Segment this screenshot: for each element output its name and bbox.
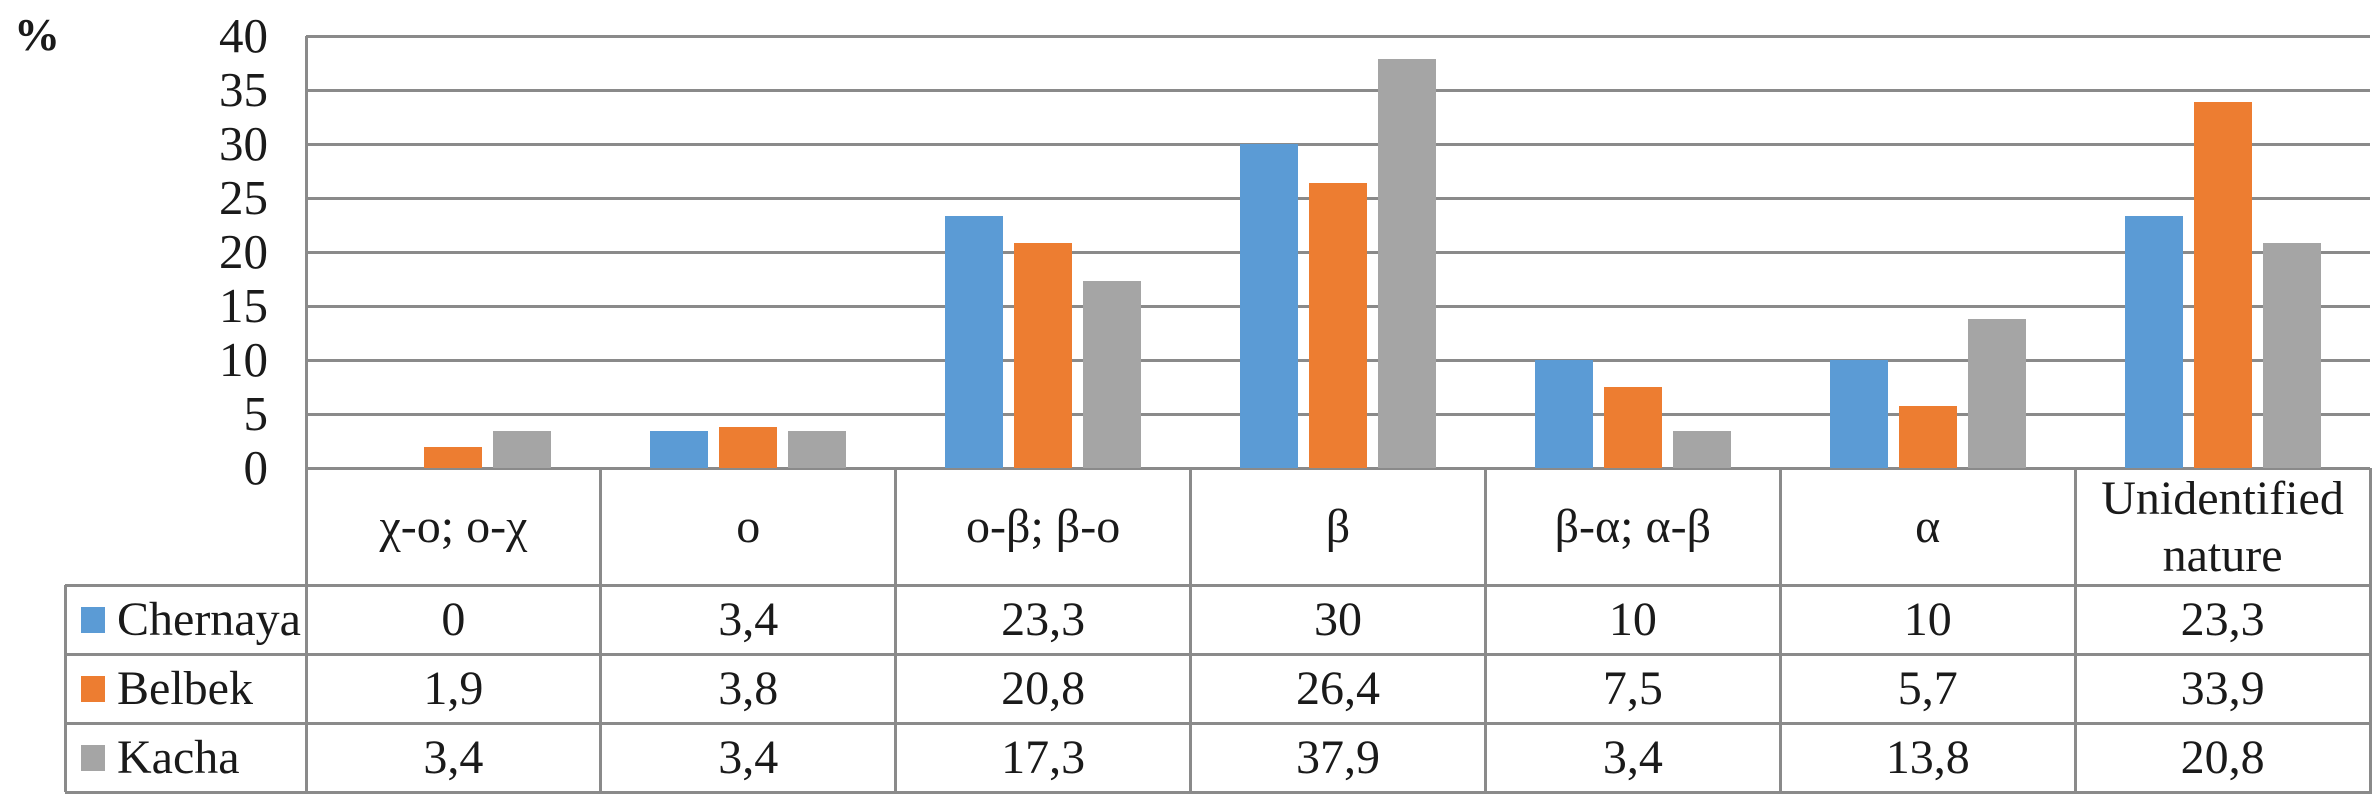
category-header-cell: χ-o; o-χ <box>379 500 528 553</box>
y-axis-tick-label: 30 <box>219 116 268 171</box>
series-name: Chernaya <box>117 593 301 646</box>
table-value-cell: 7,5 <box>1602 662 1663 715</box>
bar-belbek-cat2 <box>719 426 778 468</box>
legend-swatch-belbek <box>81 675 105 702</box>
gridline <box>306 88 2370 92</box>
table-column-border <box>1189 468 1193 792</box>
table-value-cell: 5,7 <box>1897 662 1958 715</box>
table-value-cell: 10 <box>1608 593 1657 646</box>
legend-swatch-chernaya <box>81 606 105 633</box>
y-axis-title: % <box>14 9 60 60</box>
y-axis-tick-label: 35 <box>219 62 268 117</box>
y-axis-tick-label: 25 <box>219 170 268 225</box>
series-label-cell-belbek: Belbek <box>65 654 306 723</box>
table-value-cell: 20,8 <box>1001 662 1086 715</box>
legend-swatch-kacha <box>81 744 105 771</box>
table-value-cell: 23,3 <box>2180 593 2265 646</box>
bar-chernaya-cat3 <box>945 216 1004 468</box>
category-header-cell: β-α; α-β <box>1554 500 1712 553</box>
y-axis-tick-label: 15 <box>219 278 268 333</box>
bar-chernaya-cat7 <box>2124 216 2183 468</box>
bar-belbek-cat4 <box>1309 182 1367 468</box>
series-label-cell-kacha: Kacha <box>65 723 306 792</box>
bar-chernaya-cat5 <box>1534 360 1593 468</box>
table-horizontal-border <box>65 790 2372 794</box>
table-right-border <box>2368 468 2372 792</box>
bar-belbek-cat5 <box>1603 387 1662 468</box>
table-value-cell: 37,9 <box>1295 731 1380 784</box>
table-value-cell: 3,8 <box>718 662 779 715</box>
gridline <box>306 466 2370 470</box>
table-column-border <box>2073 468 2077 792</box>
y-axis-tick-label: 40 <box>219 8 268 63</box>
bar-kacha-cat7 <box>2262 243 2321 468</box>
bar-kacha-cat4 <box>1378 58 1436 468</box>
table-value-cell: 17,3 <box>1001 731 1086 784</box>
table-horizontal-border <box>65 721 2372 725</box>
category-header-cell: α <box>1915 500 1941 553</box>
table-column-border <box>599 468 603 792</box>
table-left-border <box>63 585 67 792</box>
series-label-cell-chernaya: Chernaya <box>65 585 306 654</box>
bar-belbek-cat3 <box>1014 243 1073 468</box>
table-value-cell: 3,4 <box>718 731 779 784</box>
y-axis-line <box>304 36 308 792</box>
series-name: Belbek <box>117 662 253 715</box>
y-axis-tick-label: 10 <box>219 332 268 387</box>
table-column-border <box>1483 468 1487 792</box>
table-horizontal-border <box>65 583 2372 587</box>
category-header-cell: o <box>736 500 761 553</box>
bar-kacha-cat5 <box>1672 431 1731 468</box>
table-value-cell: 0 <box>441 593 466 646</box>
y-axis-tick-label: 20 <box>219 224 268 279</box>
bar-belbek-cat1 <box>424 447 483 468</box>
table-horizontal-border <box>65 652 2372 656</box>
bar-belbek-cat7 <box>2193 101 2252 468</box>
gridline <box>306 34 2370 38</box>
category-header-cell: Unidentified nature <box>2101 471 2344 582</box>
table-value-cell: 23,3 <box>1001 593 1086 646</box>
table-value-cell: 13,8 <box>1885 731 1970 784</box>
category-header-cell: β <box>1325 500 1351 553</box>
bar-kacha-cat1 <box>493 431 552 468</box>
bar-kacha-cat6 <box>1967 318 2026 468</box>
table-value-cell: 1,9 <box>423 662 484 715</box>
table-column-border <box>1778 468 1782 792</box>
table-value-cell: 3,4 <box>423 731 484 784</box>
bar-chernaya-cat6 <box>1829 360 1888 468</box>
bar-chernaya-cat2 <box>650 431 709 468</box>
bar-belbek-cat6 <box>1898 406 1957 468</box>
series-name: Kacha <box>117 731 240 784</box>
y-axis-tick-label: 5 <box>243 386 269 441</box>
gridline <box>306 142 2370 146</box>
table-value-cell: 10 <box>1903 593 1952 646</box>
bar-chernaya-cat4 <box>1240 144 1298 468</box>
category-header-cell: o-β; β-o <box>966 500 1121 553</box>
bar-kacha-cat3 <box>1083 281 1142 468</box>
table-column-border <box>894 468 898 792</box>
table-value-cell: 33,9 <box>2180 662 2265 715</box>
table-value-cell: 26,4 <box>1295 662 1380 715</box>
table-value-cell: 20,8 <box>2180 731 2265 784</box>
bar-kacha-cat2 <box>788 431 847 468</box>
y-axis-tick-label: 0 <box>243 440 269 495</box>
table-value-cell: 3,4 <box>718 593 779 646</box>
table-value-cell: 30 <box>1313 593 1362 646</box>
table-value-cell: 3,4 <box>1602 731 1663 784</box>
